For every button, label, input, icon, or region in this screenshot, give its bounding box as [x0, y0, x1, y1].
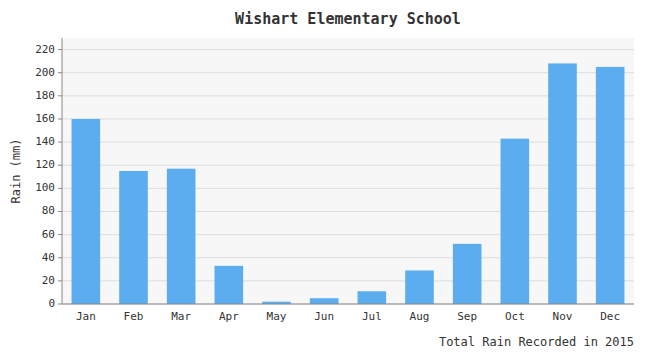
x-tick-label: May: [267, 310, 287, 323]
bar: [167, 169, 196, 304]
bar: [453, 244, 482, 304]
y-tick: [58, 72, 62, 73]
x-tick-label: Jul: [362, 310, 382, 323]
y-tick-label: 120: [35, 158, 55, 171]
x-tick-label: Mar: [171, 310, 191, 323]
y-tick-label: 20: [42, 274, 55, 287]
bar: [405, 270, 434, 304]
grid: [62, 50, 634, 304]
bar: [310, 298, 339, 304]
y-tick-label: 40: [42, 251, 55, 264]
bar: [358, 291, 387, 304]
grid-line: [62, 304, 634, 305]
y-axis-line: [62, 38, 63, 304]
x-tick-label: Feb: [124, 310, 144, 323]
y-tick-label: 160: [35, 112, 55, 125]
y-tick-label: 220: [35, 43, 55, 56]
y-tick: [58, 234, 62, 235]
y-tick: [58, 280, 62, 281]
y-tick-label: 60: [42, 228, 55, 241]
y-tick: [58, 211, 62, 212]
x-tick-label: Jun: [314, 310, 334, 323]
bar: [119, 171, 148, 304]
plot-area: [62, 38, 634, 304]
bar: [72, 119, 101, 304]
y-tick: [58, 165, 62, 166]
chart-container: 0 20 40 60 80 100 120 140 160 180 200 220 Jan Feb Mar A…: [0, 0, 650, 360]
x-tick-label: Oct: [505, 310, 525, 323]
y-tick: [58, 304, 62, 305]
x-tick-label: Apr: [219, 310, 239, 323]
y-axis: 0 20 40 60 80 100 120 140 160 180 200 220: [35, 43, 62, 310]
y-tick-label: 200: [35, 66, 55, 79]
bar: [215, 266, 244, 304]
y-tick-label: 180: [35, 89, 55, 102]
x-axis-label: Total Rain Recorded in 2015: [439, 335, 634, 349]
y-tick-label: 140: [35, 135, 55, 148]
y-axis-label: Rain (mm): [9, 138, 23, 203]
x-tick-label: Aug: [410, 310, 430, 323]
title: Wishart Elementary School: [235, 10, 461, 28]
grid-line: [62, 49, 634, 50]
y-tick: [58, 257, 62, 258]
y-tick-label: 100: [35, 181, 55, 194]
y-tick: [58, 188, 62, 189]
x-axis-line: [62, 304, 634, 305]
y-tick: [58, 95, 62, 96]
bars: [72, 63, 625, 304]
bar: [596, 67, 625, 304]
y-tick-label: 0: [48, 297, 55, 310]
x-axis: Jan Feb Mar Apr May Jun Jul Aug Sep Oct Nov Dec: [76, 310, 620, 323]
y-tick: [58, 49, 62, 50]
bar: [548, 63, 577, 304]
chart-svg: 0 20 40 60 80 100 120 140 160 180 200 220 Jan Feb Mar A…: [0, 0, 650, 360]
x-tick-label: Dec: [600, 310, 620, 323]
x-tick-label: Nov: [553, 310, 573, 323]
y-tick: [58, 118, 62, 119]
x-tick-label: Jan: [76, 310, 96, 323]
y-tick: [58, 142, 62, 143]
bar: [501, 139, 530, 304]
x-tick-label: Sep: [457, 310, 477, 323]
y-tick-label: 80: [42, 204, 55, 217]
